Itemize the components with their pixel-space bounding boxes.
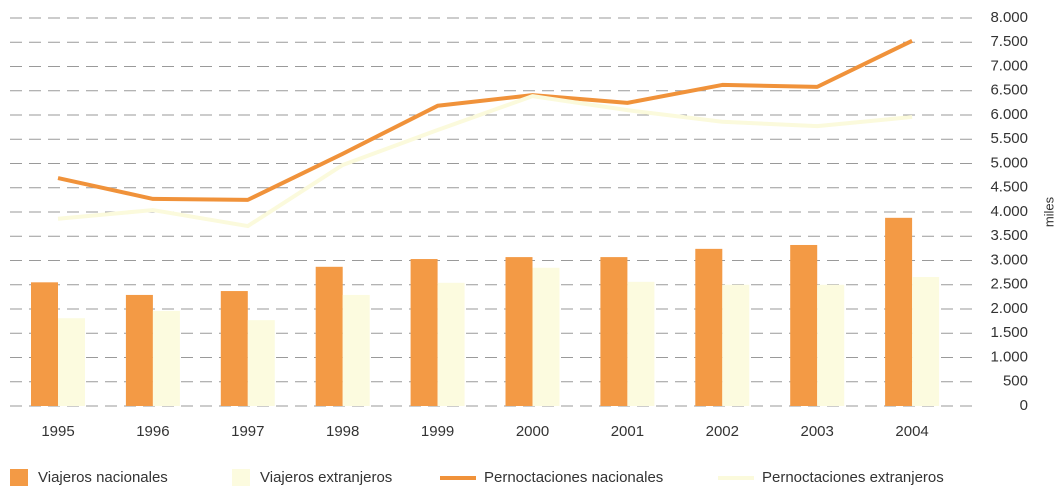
bar <box>410 259 438 406</box>
x-tick-label: 2002 <box>706 423 739 440</box>
bar <box>342 294 370 406</box>
y-tick-label: 8.000 <box>990 9 1028 26</box>
legend-label: Pernoctaciones nacionales <box>484 469 663 486</box>
y-tick-label: 7.000 <box>990 57 1028 74</box>
y-tick-label: 1.500 <box>990 324 1028 341</box>
y-tick-label: 4.500 <box>990 179 1028 196</box>
bar <box>220 291 248 406</box>
legend-label: Viajeros nacionales <box>38 469 168 486</box>
x-tick-label: 2001 <box>611 423 644 440</box>
bar <box>817 284 845 406</box>
line <box>57 38 913 202</box>
bar <box>247 320 275 406</box>
line <box>57 94 913 229</box>
legend-label: Viajeros extranjeros <box>260 469 392 486</box>
bar <box>437 282 465 406</box>
y-tick-label: 2.500 <box>990 276 1028 293</box>
y-tick-label: 5.000 <box>990 154 1028 171</box>
x-tick-label: 2004 <box>895 423 928 440</box>
bar <box>627 281 655 406</box>
legend-swatch <box>232 469 250 486</box>
bar <box>885 217 913 406</box>
legend-swatch <box>10 469 28 486</box>
x-tick-label: 1999 <box>421 423 454 440</box>
y-tick-label: 6.500 <box>990 82 1028 99</box>
bar <box>912 276 940 406</box>
x-tick-label: 1996 <box>136 423 169 440</box>
bar <box>152 310 180 406</box>
x-tick-label: 2003 <box>801 423 834 440</box>
bar <box>505 257 533 406</box>
y-tick-label: 5.500 <box>990 130 1028 147</box>
y-tick-label: 3.000 <box>990 251 1028 268</box>
y-tick-label: 6.000 <box>990 106 1028 123</box>
y-tick-label: 7.500 <box>990 33 1028 50</box>
y-tick-label: 500 <box>1003 373 1028 390</box>
x-tick-label: 1995 <box>41 423 74 440</box>
bar <box>695 248 723 406</box>
bar <box>315 266 343 406</box>
bar <box>58 318 85 406</box>
bar <box>600 257 628 406</box>
x-tick-label: 1998 <box>326 423 359 440</box>
x-tick-label: 2000 <box>516 423 549 440</box>
x-tick-label: 1997 <box>231 423 264 440</box>
bar <box>31 282 58 406</box>
bar <box>532 267 560 406</box>
bar <box>790 244 818 406</box>
bar <box>722 284 750 406</box>
y-tick-label: 0 <box>1020 397 1028 414</box>
legend-label: Pernoctaciones extranjeros <box>762 469 944 486</box>
y-axis-label: miles <box>1041 196 1056 227</box>
y-tick-label: 2.000 <box>990 300 1028 317</box>
y-tick-label: 3.500 <box>990 227 1028 244</box>
bar <box>125 294 153 406</box>
y-tick-label: 1.000 <box>990 348 1028 365</box>
y-tick-label: 4.000 <box>990 203 1028 220</box>
